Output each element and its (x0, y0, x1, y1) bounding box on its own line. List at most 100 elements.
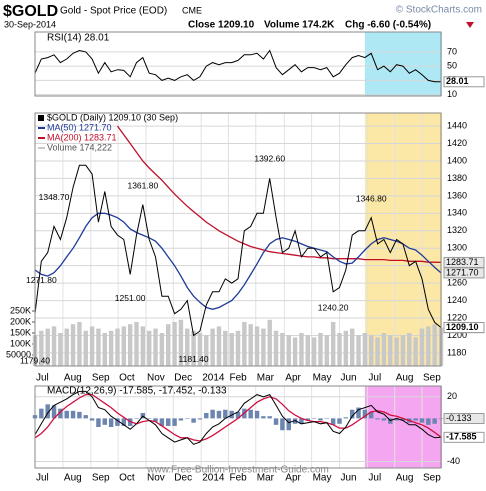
x-tick-label: May (313, 373, 332, 384)
bar (77, 322, 82, 366)
x-tick-label: 2014 (202, 373, 225, 384)
bar (216, 410, 222, 419)
bar (134, 418, 139, 419)
bar (89, 418, 95, 421)
bar (362, 409, 368, 419)
y-tick-label: 1420 (447, 138, 467, 148)
bar (172, 322, 177, 366)
legend-title: RSI(14) 28.01 (47, 33, 110, 44)
bar (45, 328, 50, 366)
y-tick-label: 1300 (447, 243, 467, 253)
bar (210, 409, 215, 419)
y-tick-label: 20 (447, 391, 457, 401)
bar (115, 418, 120, 426)
bar (330, 322, 336, 366)
bar (273, 418, 279, 425)
bar (153, 418, 158, 422)
panel-border (34, 31, 442, 97)
bar (235, 411, 241, 419)
legend-title: MACD(12,26,9) -17.585, -17.452, -0.133 (47, 386, 227, 397)
bar (178, 319, 184, 366)
y2-tick-label: 100K (10, 338, 31, 348)
bar (83, 330, 88, 366)
exchange: CME (182, 5, 202, 15)
volume: Volume 174.2K (264, 20, 335, 31)
y-tick-label: -40 (447, 456, 460, 466)
bar (165, 324, 171, 366)
bar (394, 337, 399, 366)
x-tick-label: Jul (368, 373, 381, 384)
bar (362, 333, 368, 366)
x-tick-label: Apr (285, 473, 301, 484)
change: Chg -6.60 (-0.54%) (345, 20, 431, 31)
bar (400, 418, 406, 421)
bar (204, 412, 209, 419)
x-tick-label: Apr (285, 373, 301, 384)
x-tick-label: Mar (257, 473, 275, 484)
y2-tick-label: 250K (10, 305, 31, 315)
bar (51, 405, 57, 419)
bar (388, 418, 393, 424)
y-tick-label: 1260 (447, 277, 467, 287)
y-tick-label: 1380 (447, 173, 467, 183)
value-box (443, 431, 485, 443)
y-tick-label: 50 (447, 61, 457, 71)
bar (146, 418, 152, 419)
bar (356, 407, 361, 419)
bar (102, 333, 108, 366)
legend-entry: MA(200) 1283.71 (47, 132, 117, 142)
x-tick-label: Sep (92, 473, 110, 484)
bar (191, 330, 196, 366)
bar (343, 417, 349, 419)
bar (204, 335, 209, 366)
bar (292, 418, 298, 424)
y-tick-label: 1240 (447, 295, 467, 305)
bar (400, 335, 406, 366)
last-value-label: 28.01 (446, 76, 469, 86)
value-box (443, 413, 485, 425)
legend-title: $GOLD (Daily) 1209.10 (30 Sep) (47, 112, 178, 122)
y-tick-label: 1340 (447, 208, 467, 218)
bar (368, 335, 374, 366)
x-tick-label: Nov (147, 373, 165, 384)
x-tick-label: Dec (174, 373, 192, 384)
bar (324, 418, 330, 419)
bar (305, 335, 311, 366)
bar (311, 418, 317, 419)
line (116, 125, 442, 264)
line (34, 390, 442, 445)
bar (261, 328, 266, 366)
last-value-label: -17.585 (446, 432, 477, 442)
x-tick-label: Aug (396, 473, 414, 484)
bar (172, 418, 177, 426)
y-tick-label: 1320 (447, 225, 467, 235)
bar (127, 324, 133, 366)
bar (96, 418, 101, 427)
bar (273, 330, 279, 366)
bar (153, 328, 158, 366)
bar (254, 326, 260, 366)
bar (140, 326, 146, 366)
bar (229, 333, 234, 366)
panel-border (34, 385, 442, 469)
bar (121, 326, 127, 366)
x-tick-label: Sep (92, 373, 110, 384)
bar (413, 337, 418, 366)
bar (419, 418, 425, 423)
bar (64, 328, 69, 366)
bar (39, 408, 44, 419)
bar (299, 418, 304, 424)
bar (349, 409, 355, 419)
last-value-label: -0.133 (446, 413, 472, 423)
close: Close 1209.10 (188, 20, 255, 31)
annotation: 1392.60 (254, 154, 285, 164)
bar (185, 328, 190, 366)
last-value-label: 1271.70 (446, 267, 479, 277)
bar (280, 333, 285, 366)
legend-entry: Volume 174,222 (47, 142, 112, 152)
bar (83, 415, 88, 419)
description: Gold - Spot Price (EOD) (60, 6, 167, 17)
bar (426, 418, 431, 425)
y-tick-label: 1360 (447, 190, 467, 200)
y-tick-label: 10 (447, 89, 457, 99)
